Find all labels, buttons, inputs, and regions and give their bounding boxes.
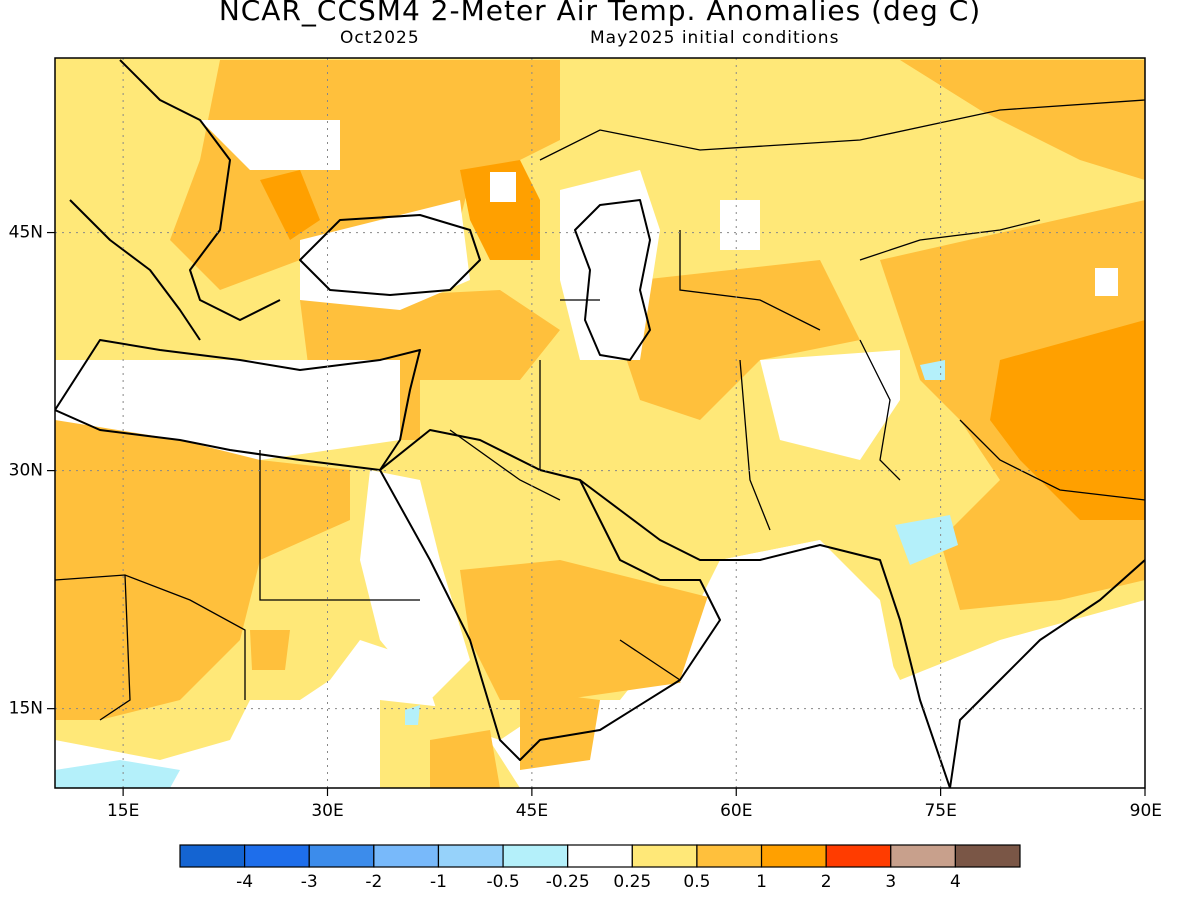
lat-axis: 45N 30N 15N xyxy=(9,223,55,719)
colorbar-label: 1 xyxy=(756,872,767,892)
lon-tick-label: 15E xyxy=(107,801,139,821)
gridlines xyxy=(55,58,1145,788)
colorbar: -4 -3 -2 -1 -0.5 -0.25 0.25 0.5 1 2 3 4 xyxy=(179,844,1021,892)
colorbar-label: -0.5 xyxy=(486,872,519,892)
chart-title: NCAR_CCSM4 2-Meter Air Temp. Anomalies (… xyxy=(218,0,982,27)
colorbar-label: -2 xyxy=(365,872,382,892)
colorbar-box xyxy=(308,844,375,868)
colorbar-box xyxy=(890,844,956,868)
lat-tick-label: 45N xyxy=(9,223,43,243)
lon-tick-label: 90E xyxy=(1130,801,1162,821)
colorbar-label: -0.25 xyxy=(546,872,590,892)
colorbar-label: 0.5 xyxy=(683,872,710,892)
colorbar-label: 0.25 xyxy=(613,872,651,892)
forecast-month: Oct2025 xyxy=(340,28,420,48)
lon-tick-label: 60E xyxy=(720,801,752,821)
colorbar-boxes xyxy=(179,844,1021,868)
lon-tick-label: 45E xyxy=(516,801,548,821)
colorbar-label: -4 xyxy=(236,872,253,892)
colorbar-label: 2 xyxy=(821,872,832,892)
colorbar-box xyxy=(373,844,440,868)
map-plot-area xyxy=(55,58,1145,788)
colorbar-label: -3 xyxy=(301,872,318,892)
lon-tick-label: 75E xyxy=(924,801,956,821)
colorbar-label: 4 xyxy=(950,872,961,892)
colorbar-labels: -4 -3 -2 -1 -0.5 -0.25 0.25 0.5 1 2 3 4 xyxy=(236,872,961,892)
colorbar-label: 3 xyxy=(885,872,896,892)
lat-tick-label: 30N xyxy=(9,461,43,481)
anomaly-fill-strong xyxy=(260,160,1145,520)
colorbar-box xyxy=(179,844,246,868)
coastlines xyxy=(55,59,1145,788)
colorbar-box xyxy=(244,844,310,868)
map-frame xyxy=(54,57,1146,789)
colorbar-box xyxy=(696,844,763,868)
colorbar-box xyxy=(437,844,504,868)
colorbar-box xyxy=(760,844,827,868)
lat-tick-label: 15N xyxy=(9,699,43,719)
colorbar-box xyxy=(502,844,569,868)
lon-tick-label: 30E xyxy=(311,801,343,821)
colorbar-box xyxy=(567,844,633,868)
country-borders xyxy=(55,99,1145,721)
anomaly-fill-cool xyxy=(55,360,958,788)
colorbar-box xyxy=(954,844,1021,868)
initial-conditions: May2025 initial conditions xyxy=(590,28,840,48)
colorbar-box xyxy=(825,844,892,868)
lon-axis: 15E 30E 45E 60E 75E 90E xyxy=(107,788,1162,821)
anomaly-fill-neutral xyxy=(55,120,1118,788)
colorbar-box xyxy=(631,844,698,868)
colorbar-label: -1 xyxy=(430,872,447,892)
anomaly-fill-medium xyxy=(55,60,1145,788)
